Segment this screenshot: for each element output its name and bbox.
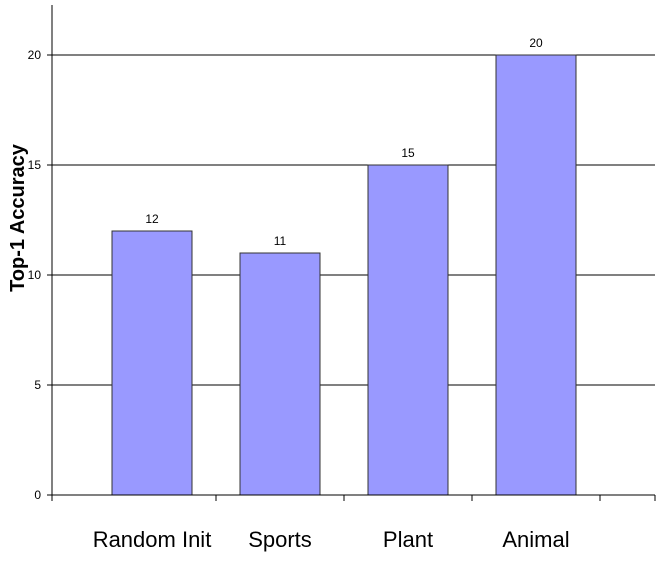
category-label: Animal <box>502 527 569 552</box>
bars <box>111 54 577 496</box>
category-labels: Random Init Sports Plant Animal <box>93 527 570 552</box>
y-tick-label: 0 <box>34 488 41 502</box>
bar-value-label: 12 <box>145 212 159 226</box>
category-label: Sports <box>248 527 312 552</box>
bar-value-label: 15 <box>401 146 415 160</box>
data-labels: 12 11 15 20 <box>145 36 543 248</box>
x-ticks <box>51 495 656 501</box>
category-label: Random Init <box>93 527 212 552</box>
bar <box>367 164 449 496</box>
y-axis-title: Top-1 Accuracy <box>7 143 29 292</box>
bar <box>495 54 577 496</box>
y-tick-label: 10 <box>28 268 42 282</box>
y-tick-label: 20 <box>28 48 42 62</box>
y-ticks: 0 5 10 15 20 <box>28 48 52 502</box>
y-tick-label: 5 <box>34 378 41 392</box>
bar <box>111 230 193 496</box>
bar-value-label: 11 <box>274 234 287 248</box>
category-label: Plant <box>383 527 433 552</box>
axes <box>51 5 655 501</box>
bar <box>239 252 321 496</box>
bar-value-label: 20 <box>529 36 543 50</box>
y-tick-label: 15 <box>28 158 42 172</box>
